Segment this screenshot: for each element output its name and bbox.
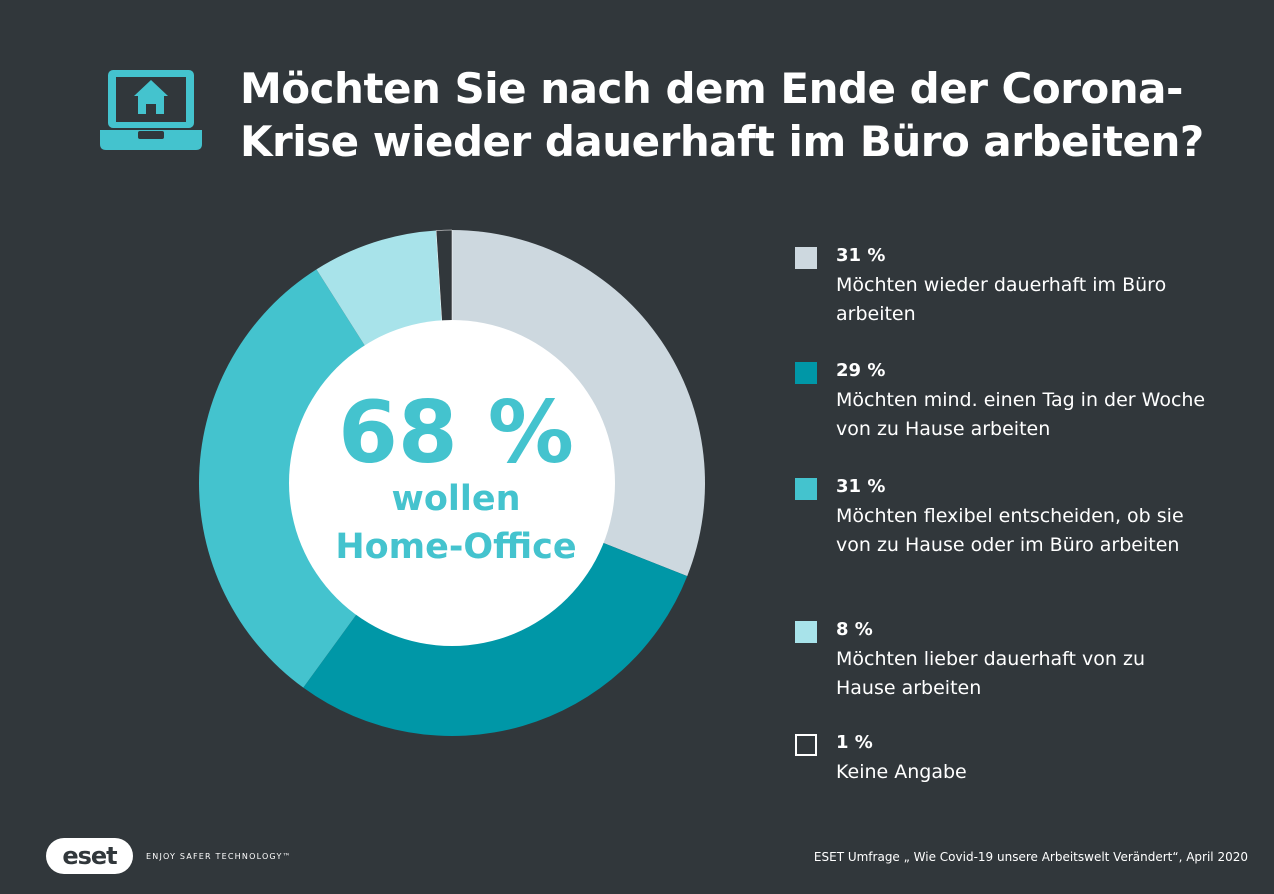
legend-label: Keine Angabe (836, 761, 967, 783)
legend-swatch (795, 362, 817, 384)
legend-percentage: 29 % (836, 360, 886, 381)
donut-chart: 68 % wollen Home-Office (199, 229, 705, 736)
legend-label: Möchten wieder dauerhaft im Büro arbeite… (836, 274, 1167, 325)
title-line-1: Möchten Sie nach dem Ende der Corona- (240, 64, 1183, 113)
logo-tagline: ENJOY SAFER TECHNOLOGY™ (146, 852, 292, 861)
center-line-2: Home-Office (335, 527, 576, 567)
legend-swatch (795, 621, 817, 643)
center-value: 68 % (338, 383, 574, 483)
legend-label: Möchten flexibel entscheiden, ob sie von… (836, 505, 1184, 556)
eset-logo: eset ENJOY SAFER TECHNOLOGY™ (46, 838, 306, 876)
legend-percentage: 1 % (836, 732, 873, 753)
legend-label: Möchten mind. einen Tag in der Woche von… (836, 389, 1206, 440)
eset-logo-badge: eset (46, 838, 133, 874)
legend-swatch (795, 478, 817, 500)
source-note: ESET Umfrage „ Wie Covid-19 unsere Arbei… (813, 850, 1248, 864)
legend-percentage: 8 % (836, 619, 873, 640)
legend-label: Möchten lieber dauerhaft von zu Hause ar… (836, 648, 1145, 699)
title-line-2: Krise wieder dauerhaft im Büro arbeiten? (240, 117, 1204, 166)
legend-swatch (795, 247, 817, 269)
center-line-1: wollen (391, 479, 520, 519)
chart-title: Möchten Sie nach dem Ende der Corona- Kr… (240, 62, 1240, 168)
legend-percentage: 31 % (836, 476, 886, 497)
laptop-home-icon (100, 70, 202, 150)
donut-center (289, 320, 615, 646)
legend-swatch (795, 734, 817, 756)
legend-percentage: 31 % (836, 245, 886, 266)
